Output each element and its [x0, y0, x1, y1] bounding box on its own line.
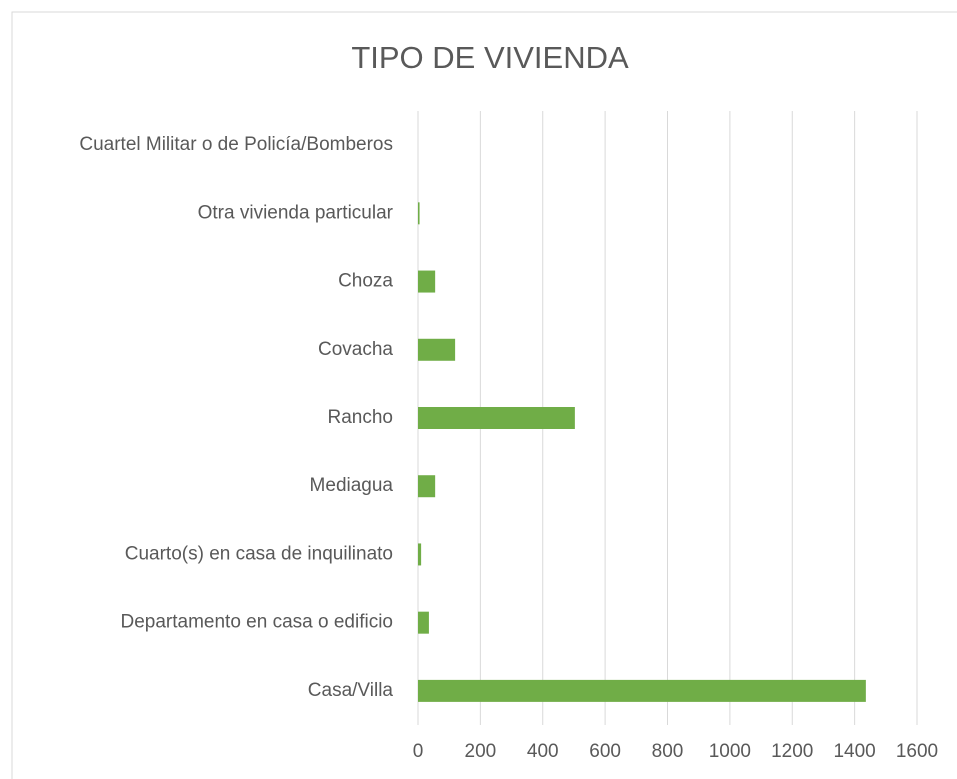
bar	[418, 611, 429, 634]
x-tick-label: 200	[465, 741, 497, 762]
y-tick-label: Cuarto(s) en casa de inquilinato	[125, 543, 393, 564]
chart-frame	[11, 11, 957, 779]
y-tick-label: Cuartel Militar o de Policía/Bomberos	[79, 134, 393, 155]
bar	[418, 679, 866, 702]
bar	[418, 543, 422, 566]
x-tick-label: 1400	[833, 741, 875, 762]
bar	[418, 270, 436, 293]
y-tick-label: Casa/Villa	[308, 680, 394, 701]
x-tick-label: 1600	[896, 741, 938, 762]
x-tick-label: 1200	[771, 741, 813, 762]
x-tick-label: 400	[527, 741, 559, 762]
x-tick-label: 800	[652, 741, 684, 762]
x-tick-label: 600	[589, 741, 621, 762]
bar	[418, 338, 456, 361]
x-tick-label: 0	[413, 741, 424, 762]
y-tick-label: Departamento en casa o edificio	[121, 612, 394, 633]
chart-title: TIPO DE VIVIENDA	[351, 40, 629, 75]
bar	[418, 475, 436, 498]
y-tick-label: Otra vivienda particular	[198, 202, 394, 223]
x-tick-label: 1000	[709, 741, 751, 762]
y-tick-label: Choza	[338, 271, 393, 292]
bar	[418, 407, 575, 429]
bar	[418, 202, 420, 225]
y-tick-label: Mediagua	[310, 475, 394, 496]
y-tick-label: Covacha	[318, 339, 393, 360]
y-tick-label: Rancho	[328, 407, 394, 428]
